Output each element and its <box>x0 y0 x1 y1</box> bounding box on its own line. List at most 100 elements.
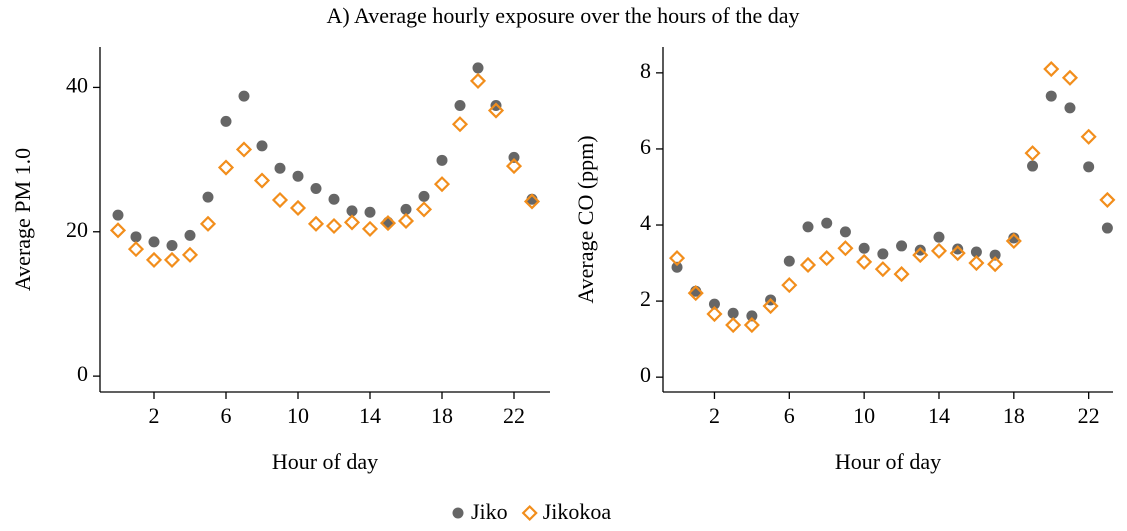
point <box>1080 128 1097 145</box>
point <box>436 154 448 166</box>
point <box>112 209 124 221</box>
y-tick-label: 0 <box>640 362 651 387</box>
point <box>968 254 985 272</box>
point <box>746 310 758 322</box>
y-axis-label: Average CO (ppm) <box>573 135 598 303</box>
point <box>253 172 271 189</box>
y-tick-label: 4 <box>640 210 651 235</box>
chart-title: A) Average hourly exposure over the hour… <box>326 3 799 28</box>
point <box>949 245 966 262</box>
y-tick-label: 2 <box>640 286 651 311</box>
point <box>839 226 851 238</box>
point <box>184 229 196 241</box>
point <box>933 231 945 243</box>
point <box>1005 232 1022 250</box>
point <box>1008 232 1020 244</box>
point <box>802 221 814 233</box>
point <box>364 206 376 218</box>
point <box>148 236 160 248</box>
x-tick-label: 18 <box>1003 403 1025 428</box>
y-tick-label: 6 <box>640 134 651 159</box>
point <box>487 102 505 119</box>
point <box>1101 222 1113 234</box>
x-tick-label: 2 <box>149 403 160 428</box>
x-tick-label: 6 <box>221 403 232 428</box>
point <box>181 246 199 263</box>
point <box>818 250 835 267</box>
point <box>874 261 891 278</box>
point <box>199 215 217 232</box>
point <box>271 191 289 209</box>
point <box>109 222 127 239</box>
point <box>418 190 430 202</box>
point <box>400 203 412 215</box>
point <box>970 246 982 258</box>
y-axis-label: Average PM 1.0 <box>10 148 35 291</box>
point <box>325 217 343 235</box>
point <box>346 205 358 217</box>
point <box>469 72 487 89</box>
point <box>821 217 833 229</box>
point <box>930 242 948 259</box>
point <box>1027 160 1039 172</box>
point <box>397 212 415 229</box>
point <box>217 159 235 176</box>
point <box>202 191 214 203</box>
point <box>274 162 286 174</box>
point <box>856 253 873 270</box>
point <box>238 90 250 102</box>
point <box>837 240 854 257</box>
point <box>415 201 433 218</box>
point <box>877 248 889 260</box>
point <box>1083 161 1095 173</box>
point <box>292 170 304 182</box>
point <box>1024 145 1041 162</box>
point <box>307 215 325 232</box>
point <box>343 214 361 231</box>
legend-label: Jikokoa <box>543 499 612 524</box>
point <box>523 193 541 210</box>
point <box>1045 90 1057 102</box>
point <box>166 239 178 251</box>
point <box>743 316 760 334</box>
point <box>727 307 739 319</box>
point <box>379 215 397 232</box>
point <box>130 231 142 243</box>
x-tick-label: 18 <box>431 403 453 428</box>
y-tick-label: 40 <box>66 72 88 97</box>
point <box>127 241 145 258</box>
point <box>893 266 910 283</box>
legend-marker <box>452 507 464 519</box>
point <box>361 220 379 237</box>
point <box>858 242 870 254</box>
point <box>952 243 964 255</box>
point <box>1099 191 1116 208</box>
point <box>783 255 795 267</box>
point <box>762 297 779 315</box>
y-tick-label: 20 <box>66 217 88 242</box>
point <box>145 251 163 268</box>
x-tick-label: 22 <box>503 403 525 428</box>
x-tick-label: 2 <box>709 403 720 428</box>
point <box>235 141 253 158</box>
point <box>1043 61 1060 78</box>
y-tick-label: 0 <box>77 361 88 386</box>
x-axis-label: Hour of day <box>835 449 941 474</box>
point <box>505 158 523 175</box>
point <box>781 277 798 294</box>
point <box>256 140 268 152</box>
point <box>220 115 232 127</box>
legend-label: Jiko <box>471 499 508 524</box>
x-tick-label: 10 <box>853 403 875 428</box>
point <box>433 176 451 193</box>
point <box>163 251 181 268</box>
x-tick-label: 6 <box>784 403 795 428</box>
x-tick-label: 14 <box>928 403 950 428</box>
point <box>687 285 704 302</box>
point <box>725 316 742 334</box>
point <box>912 247 929 264</box>
x-tick-label: 10 <box>287 403 309 428</box>
point <box>989 249 1001 261</box>
point <box>1061 69 1079 86</box>
